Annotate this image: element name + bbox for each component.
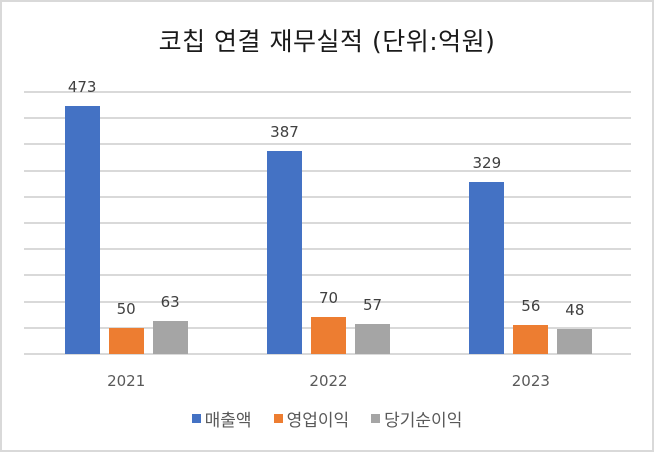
gridline [24,222,631,224]
bar-2023-operating-profit [513,324,549,354]
legend-item: 매출액 [191,406,252,431]
legend-item: 당기순이익 [371,406,462,431]
data-label: 70 [318,289,339,308]
chart-title: 코칩 연결 재무실적 (단위:억원) [158,27,496,56]
gridline [24,248,631,251]
legend-swatch-icon [191,414,201,423]
data-label: 48 [565,300,585,319]
legend-swatch-icon [273,414,283,423]
legend-swatch-icon [371,414,381,423]
legend-item: 영업이익 [273,406,350,431]
bar-2023-net-income [557,328,593,354]
data-label: 329 [472,153,502,172]
x-tick-label: 2022 [309,372,348,390]
legend-label: 영업이익 [286,411,350,431]
x-tick-label: 2021 [107,372,146,390]
x-axis-baseline [24,353,631,355]
bar-2023-revenue [469,181,505,354]
gridline [24,274,631,277]
gridline [24,169,631,172]
legend: 매출액 영업이익 당기순이익 [0,406,654,431]
legend-label: 당기순이익 [384,411,463,431]
plot-area: 473 50 63 387 70 57 329 56 48 [24,78,631,355]
bar-2021-revenue [64,106,100,354]
legend-label: 매출액 [204,411,252,431]
data-label: 56 [521,296,541,315]
data-label: 57 [362,296,383,315]
gridline [24,117,631,120]
gridline [24,195,631,198]
gridline [24,91,631,93]
x-tick-label: 2023 [511,372,550,390]
data-label: 473 [67,78,97,97]
gridline [24,143,631,146]
gridline [24,300,631,303]
data-label: 50 [116,299,136,318]
data-label: 63 [160,292,180,311]
data-label: 387 [270,123,299,142]
bar-2022-revenue [267,151,302,354]
bar-2021-operating-profit [108,327,144,354]
bar-2022-operating-profit [311,317,346,354]
bar-2022-net-income [355,324,390,354]
bar-2021-net-income [152,321,188,354]
